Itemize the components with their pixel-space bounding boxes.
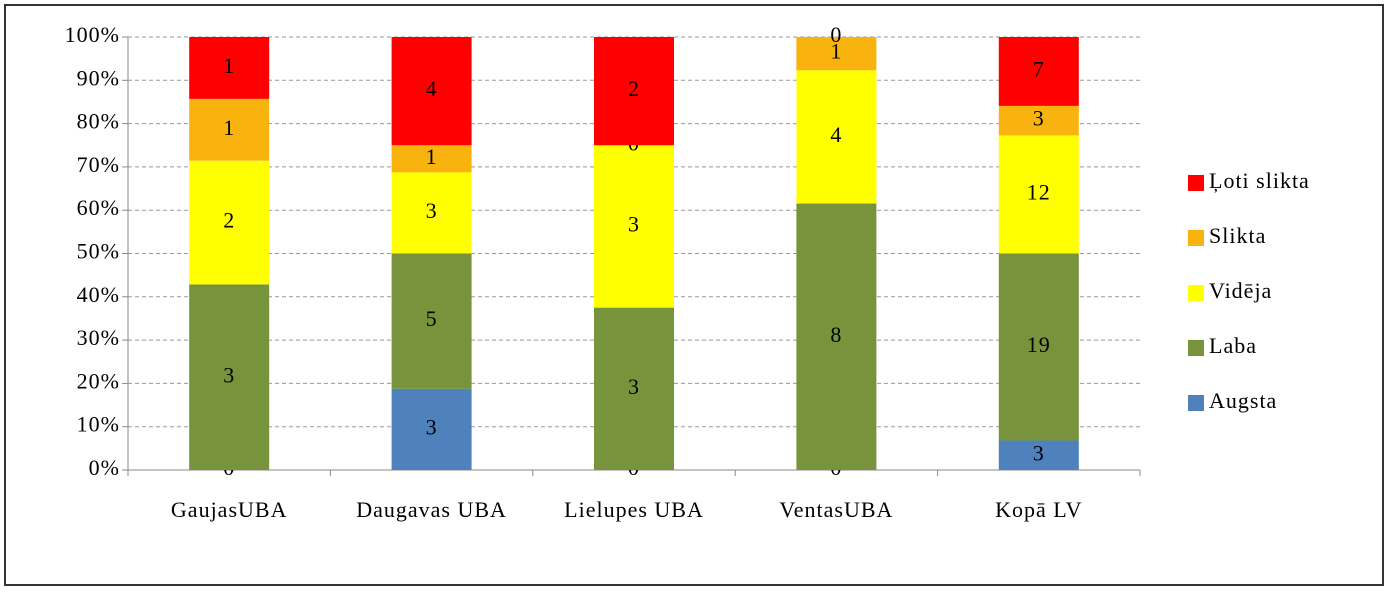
data-label: 3 (426, 414, 438, 439)
bar-segment (796, 70, 877, 204)
legend-label: Laba (1209, 333, 1257, 358)
y-tick-label: 10% (77, 412, 120, 437)
data-label: 4 (426, 76, 438, 101)
data-label: 1 (426, 144, 438, 169)
legend-label: Ļoti slikta (1209, 168, 1310, 193)
legend-swatch (1188, 340, 1204, 356)
y-tick-label: 50% (77, 239, 120, 264)
y-tick-label: 30% (77, 325, 120, 350)
y-tick-label: 70% (77, 152, 120, 177)
data-label: 3 (223, 362, 235, 387)
bar-segment (998, 37, 1079, 106)
bar-segment (998, 105, 1079, 136)
bar-segment (189, 98, 270, 161)
bar-segment (189, 160, 270, 285)
data-label: 3 (1033, 106, 1045, 131)
data-label: 1 (223, 53, 235, 78)
legend-swatch (1188, 395, 1204, 411)
y-tick-label: 20% (77, 368, 120, 393)
bar-segment (998, 135, 1079, 254)
x-tick-label: VentasUBA (779, 497, 893, 522)
data-label: 1 (830, 39, 842, 64)
x-tick-label: Kopā LV (995, 497, 1082, 522)
y-tick-label: 40% (77, 282, 120, 307)
bar-segment (594, 307, 674, 470)
x-tick-label: GaujasUBA (171, 497, 288, 522)
bar-segment (189, 284, 270, 470)
bar-segment (998, 253, 1079, 441)
legend-label: Slikta (1209, 223, 1266, 248)
data-label: 3 (1033, 440, 1045, 465)
bar-segment (594, 37, 674, 146)
bar-segment (391, 253, 472, 389)
legend-swatch (1188, 230, 1204, 246)
bar-segment (391, 37, 472, 146)
data-label: 3 (628, 211, 640, 236)
data-label: 7 (1033, 56, 1045, 81)
x-tick-label: Lielupes UBA (564, 497, 704, 522)
bar-segment (998, 440, 1079, 470)
legend-label: Augsta (1209, 388, 1277, 413)
y-tick-label: 60% (77, 195, 120, 220)
y-tick-label: 90% (77, 65, 120, 90)
y-tick-label: 80% (77, 109, 120, 134)
data-label: 1 (223, 115, 235, 140)
legend-swatch (1188, 285, 1204, 301)
data-label: 12 (1027, 180, 1051, 205)
bar-segment (189, 37, 270, 99)
data-label: 5 (426, 306, 438, 331)
data-label: 0 (830, 22, 842, 47)
bar-segment (796, 37, 877, 71)
bar-segment (391, 172, 472, 254)
bar-segment (391, 388, 472, 470)
data-label: 2 (223, 208, 235, 233)
data-label: 4 (830, 122, 842, 147)
data-label: 19 (1027, 332, 1051, 357)
y-tick-label: 100% (65, 22, 120, 47)
data-label: 3 (426, 198, 438, 223)
data-label: 3 (628, 374, 640, 399)
data-label: 2 (628, 76, 640, 101)
data-label: 8 (830, 322, 842, 347)
bar-segment (391, 145, 472, 173)
bar-segment (594, 145, 674, 308)
legend-swatch (1188, 175, 1204, 191)
legend-label: Vidēja (1209, 278, 1272, 303)
bar-segment (796, 203, 877, 471)
y-tick-label: 0% (89, 455, 120, 480)
x-tick-label: Daugavas UBA (356, 497, 507, 522)
